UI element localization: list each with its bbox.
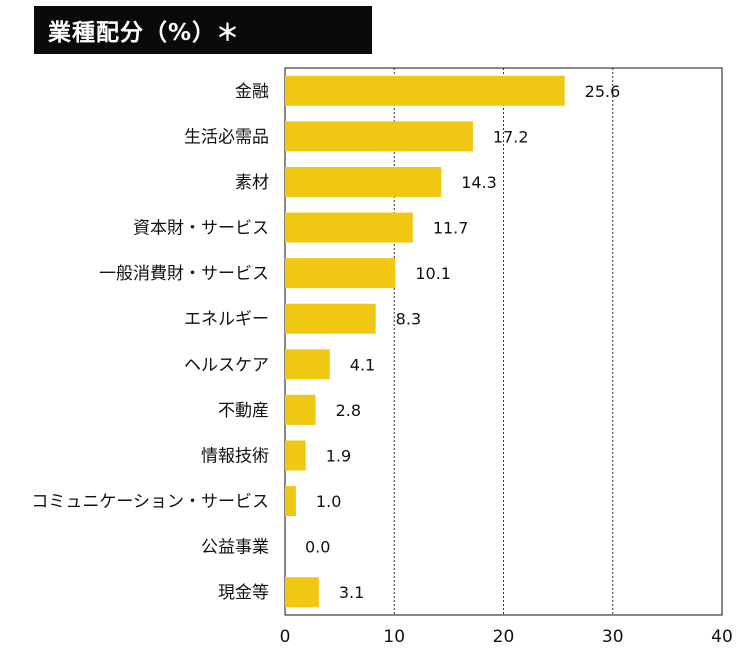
category-label-4: 資本財・サービス <box>133 219 269 239</box>
category-label-12: 現金等 <box>218 583 269 603</box>
value-label-8: 2.8 <box>336 401 361 420</box>
value-label-7: 4.1 <box>350 355 375 374</box>
chart-title-text: 業種配分（%）＊ <box>48 20 241 46</box>
bar-1 <box>285 75 565 106</box>
bar-9 <box>285 440 306 471</box>
x-tick-label-0: 0 <box>280 627 291 647</box>
category-label-6: エネルギー <box>184 310 269 330</box>
x-tick-label-30: 30 <box>602 627 624 647</box>
chart-title: 業種配分（%）＊ <box>34 6 372 54</box>
value-label-9: 1.9 <box>326 446 351 465</box>
bar-6 <box>285 303 376 334</box>
category-label-2: 生活必需品 <box>184 127 269 147</box>
value-label-6: 8.3 <box>396 310 421 329</box>
category-label-5: 一般消費財・サービス <box>99 264 269 284</box>
value-label-3: 14.3 <box>461 173 497 192</box>
value-label-2: 17.2 <box>493 127 529 146</box>
bar-8 <box>285 394 316 425</box>
bar-3 <box>285 166 442 197</box>
category-label-1: 金融 <box>235 82 269 102</box>
x-tick-label-40: 40 <box>711 627 733 647</box>
category-label-10: コミュニケーション・サービス <box>31 492 269 512</box>
x-tick-label-20: 20 <box>493 627 515 647</box>
category-label-8: 不動産 <box>218 401 269 421</box>
category-label-11: 公益事業 <box>201 538 269 558</box>
bar-4 <box>285 212 413 243</box>
value-label-1: 25.6 <box>585 82 621 101</box>
value-label-4: 11.7 <box>433 219 469 238</box>
bar-10 <box>285 486 296 517</box>
category-label-7: ヘルスケア <box>184 355 269 375</box>
category-label-9: 情報技術 <box>201 446 269 466</box>
x-tick-label-10: 10 <box>383 627 405 647</box>
bar-2 <box>285 121 473 152</box>
bar-12 <box>285 577 319 608</box>
value-label-5: 10.1 <box>415 264 451 283</box>
plot-frame <box>284 67 723 616</box>
category-label-3: 素材 <box>235 173 269 193</box>
value-label-10: 1.0 <box>316 492 341 511</box>
value-label-11: 0.0 <box>305 538 330 557</box>
bar-5 <box>285 258 396 289</box>
value-label-12: 3.1 <box>339 583 364 602</box>
bar-7 <box>285 349 330 380</box>
